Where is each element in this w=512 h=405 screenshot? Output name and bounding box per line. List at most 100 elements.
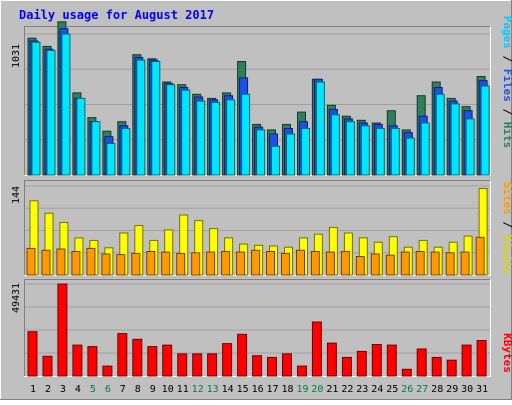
bar-kbytes-fill [297,365,307,377]
bars-kbytes [27,283,487,377]
bar-kbytes-fill [162,344,173,377]
bar-kbytes-fill [431,356,442,377]
bar-kbytes-day-30 [461,344,472,377]
ymax-label-pages: 1031 [11,44,22,68]
bar-kbytes-fill [147,346,158,377]
bar-kbytes-day-9 [147,346,158,377]
bar-sites-day-22 [340,251,350,276]
bar-pages-fill [166,84,176,176]
bar-pages-fill [360,125,370,176]
legend-visits: Visits [501,235,512,275]
x-label-day-17: 17 [266,384,278,395]
bar-pages-fill [46,50,56,176]
bar-pages-fill [420,122,430,176]
bar-pages-day-11 [181,89,191,176]
bar-sites-fill [475,236,485,276]
bar-sites-fill [445,252,455,276]
bar-sites-day-25 [385,254,395,276]
bar-sites-day-9 [146,251,156,276]
x-label-day-1: 1 [30,384,36,395]
x-label-day-25: 25 [386,384,398,395]
bar-kbytes-day-20 [311,321,322,377]
bar-kbytes-fill [192,353,203,377]
bar-sites-day-11 [176,252,186,276]
panel-visits-sites [24,180,491,276]
x-label-day-12: 12 [192,384,204,395]
bar-kbytes-fill [252,355,263,377]
bar-kbytes-fill [341,356,352,377]
x-label-day-11: 11 [177,384,189,395]
x-label-day-16: 16 [252,384,264,395]
bar-pages-fill [480,85,490,176]
bar-sites-day-12 [191,252,201,276]
bar-kbytes-fill [222,343,233,377]
bar-sites-day-13 [206,251,216,276]
bar-pages-day-29 [450,103,460,176]
bar-pages-day-17 [271,145,280,176]
bar-pages-day-4 [76,97,86,176]
bar-pages-day-2 [46,50,56,176]
bar-pages-day-22 [345,121,355,176]
x-label-day-13: 13 [207,384,219,395]
panel-pages-files-hits [24,21,491,176]
bar-sites-fill [385,254,395,276]
bar-pages-fill [106,143,116,176]
bar-kbytes-day-14 [222,343,233,377]
x-label-day-22: 22 [341,384,353,395]
bar-kbytes-day-21 [326,342,337,377]
bar-pages-fill [241,93,251,176]
x-label-day-18: 18 [281,384,293,395]
bar-kbytes-fill [102,365,113,377]
bar-sites-fill [86,247,96,276]
bar-sites-fill [191,252,201,276]
bar-sites-day-18 [281,252,290,276]
bar-pages-day-23 [360,125,370,176]
x-label-day-7: 7 [120,384,126,395]
bar-sites-day-26 [400,251,410,276]
x-label-day-15: 15 [237,384,249,395]
legend-sep-3: / [501,215,512,235]
bar-sites-fill [176,252,186,276]
bar-kbytes-fill [207,353,218,377]
legend-sep-1: / [501,49,512,69]
bar-pages-day-24 [375,128,385,176]
bar-pages-day-13 [211,102,221,176]
bar-kbytes-day-28 [431,356,442,377]
bar-kbytes-fill [416,348,427,377]
legend-files: Files [501,69,512,102]
bar-sites-fill [146,251,156,276]
bar-kbytes-day-10 [162,344,173,377]
bars-visits-sites [26,188,488,276]
bar-kbytes-fill [177,353,188,377]
bar-kbytes-day-27 [416,348,427,377]
bar-pages-fill [196,100,206,176]
bar-sites-day-27 [415,251,425,276]
bar-sites-day-29 [445,252,455,276]
bar-sites-day-23 [355,256,365,276]
x-label-day-6: 6 [105,384,111,395]
bar-pages-day-25 [390,128,400,176]
bar-kbytes-day-7 [117,333,128,377]
bar-pages-fill [136,59,146,176]
bar-kbytes-fill [237,333,248,377]
bar-pages-fill [345,121,355,176]
bar-pages-day-26 [405,137,415,176]
legend-hits: Hits [501,122,512,149]
bar-sites-fill [430,251,440,276]
bar-kbytes-fill [401,368,412,377]
bar-kbytes-fill [27,331,38,377]
bar-sites-day-7 [116,254,126,276]
bar-pages-day-28 [435,93,445,176]
bar-pages-day-6 [106,143,116,176]
bar-kbytes-fill [461,344,472,377]
bar-kbytes-day-15 [237,333,248,377]
bar-sites-day-14 [221,251,231,276]
bar-sites-day-16 [251,249,261,276]
bar-sites-day-5 [86,247,96,276]
bar-pages-fill [181,89,191,176]
legend-pages: Pages [501,16,512,49]
panel-kbytes [24,279,491,377]
x-label-day-26: 26 [401,384,413,395]
bar-sites-fill [355,256,365,276]
